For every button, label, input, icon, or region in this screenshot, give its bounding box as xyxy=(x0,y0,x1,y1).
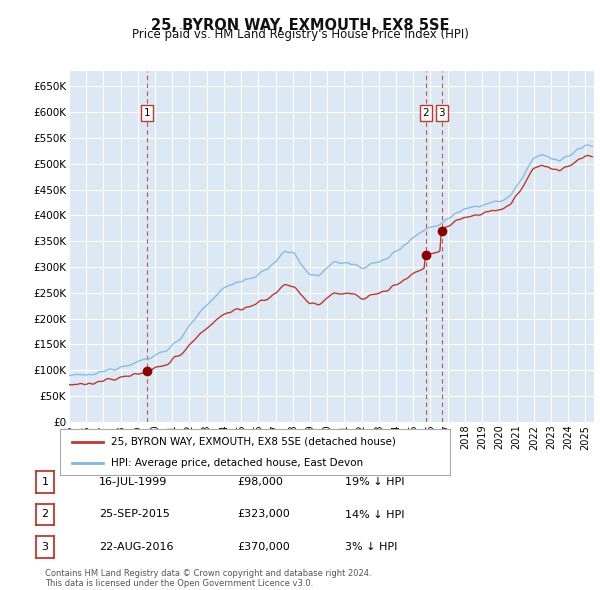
Text: 3: 3 xyxy=(439,108,445,118)
Text: 25-SEP-2015: 25-SEP-2015 xyxy=(99,510,170,519)
Text: 19% ↓ HPI: 19% ↓ HPI xyxy=(345,477,404,487)
Text: 1: 1 xyxy=(41,477,49,487)
Text: 3: 3 xyxy=(41,542,49,552)
Text: 25, BYRON WAY, EXMOUTH, EX8 5SE (detached house): 25, BYRON WAY, EXMOUTH, EX8 5SE (detache… xyxy=(111,437,395,447)
Text: 1: 1 xyxy=(144,108,151,118)
Text: Price paid vs. HM Land Registry's House Price Index (HPI): Price paid vs. HM Land Registry's House … xyxy=(131,28,469,41)
Text: 14% ↓ HPI: 14% ↓ HPI xyxy=(345,510,404,519)
Text: 2: 2 xyxy=(41,510,49,519)
Text: Contains HM Land Registry data © Crown copyright and database right 2024.
This d: Contains HM Land Registry data © Crown c… xyxy=(45,569,371,588)
Text: 25, BYRON WAY, EXMOUTH, EX8 5SE: 25, BYRON WAY, EXMOUTH, EX8 5SE xyxy=(151,18,449,32)
Text: 16-JUL-1999: 16-JUL-1999 xyxy=(99,477,167,487)
Text: 2: 2 xyxy=(422,108,429,118)
Text: £370,000: £370,000 xyxy=(237,542,290,552)
Text: 22-AUG-2016: 22-AUG-2016 xyxy=(99,542,173,552)
Text: £98,000: £98,000 xyxy=(237,477,283,487)
Text: £323,000: £323,000 xyxy=(237,510,290,519)
Text: HPI: Average price, detached house, East Devon: HPI: Average price, detached house, East… xyxy=(111,458,363,468)
Text: 3% ↓ HPI: 3% ↓ HPI xyxy=(345,542,397,552)
